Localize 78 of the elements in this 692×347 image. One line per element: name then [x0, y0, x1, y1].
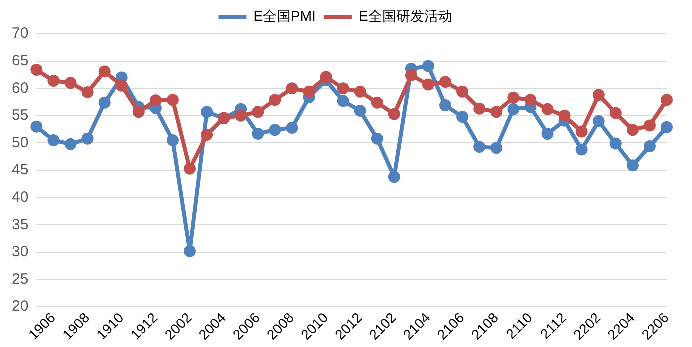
- y-tick-label: 55: [12, 107, 29, 124]
- point: [456, 111, 469, 124]
- point: [337, 95, 350, 108]
- point: [644, 120, 656, 132]
- point: [576, 126, 588, 138]
- point: [252, 128, 264, 140]
- y-tick-label: 25: [12, 270, 29, 288]
- point: [440, 76, 452, 88]
- point: [98, 96, 111, 109]
- point: [354, 86, 366, 98]
- point: [201, 106, 214, 118]
- point: [661, 121, 673, 134]
- point: [166, 134, 179, 147]
- point: [371, 96, 384, 109]
- y-tick-label: 40: [12, 189, 29, 206]
- point: [422, 60, 435, 72]
- point: [303, 86, 316, 98]
- point: [184, 162, 196, 175]
- point: [201, 129, 214, 142]
- point: [354, 105, 366, 118]
- point: [422, 78, 435, 91]
- point: [184, 245, 196, 258]
- point: [610, 138, 622, 150]
- point: [286, 122, 298, 134]
- point: [576, 144, 588, 156]
- point: [320, 71, 332, 84]
- point: [490, 142, 503, 154]
- point: [252, 106, 264, 118]
- point: [644, 140, 656, 153]
- y-tick-label: 45: [12, 162, 29, 179]
- point: [64, 77, 77, 90]
- point: [30, 64, 43, 76]
- point: [116, 80, 128, 92]
- point: [98, 66, 111, 78]
- y-tick-label: 35: [12, 216, 29, 234]
- point: [524, 94, 537, 106]
- point: [235, 110, 248, 122]
- point: [456, 86, 469, 98]
- point: [269, 124, 282, 136]
- point: [490, 106, 503, 118]
- point: [166, 94, 179, 106]
- point: [388, 108, 400, 120]
- point: [132, 106, 145, 118]
- point: [542, 128, 554, 140]
- point: [269, 94, 282, 106]
- point: [592, 89, 605, 102]
- point: [626, 160, 639, 172]
- point: [48, 74, 60, 87]
- point: [405, 70, 418, 82]
- point: [474, 141, 486, 154]
- point: [508, 103, 520, 116]
- point: [661, 94, 673, 106]
- y-tick-label: 50: [12, 134, 29, 152]
- point: [30, 120, 43, 133]
- y-tick-label: 60: [12, 80, 29, 97]
- point: [286, 82, 298, 95]
- point: [626, 124, 639, 136]
- y-tick-label: 70: [12, 25, 29, 42]
- point: [150, 94, 162, 107]
- point: [388, 171, 400, 184]
- y-tick-label: 65: [12, 52, 29, 70]
- point: [337, 82, 350, 95]
- legend-label: E全国研发活动: [358, 8, 452, 24]
- y-tick-label: 30: [12, 244, 29, 261]
- point: [64, 138, 77, 150]
- y-tick-label: 20: [12, 298, 29, 316]
- point: [508, 92, 520, 104]
- point: [558, 110, 571, 122]
- point: [82, 132, 94, 145]
- point: [610, 107, 622, 120]
- point: [82, 86, 94, 98]
- point: [592, 115, 605, 128]
- point: [48, 134, 60, 147]
- legend-label: E全国PMI: [254, 8, 316, 24]
- point: [474, 102, 486, 115]
- point: [440, 100, 452, 112]
- point: [542, 103, 554, 116]
- point: [371, 132, 384, 145]
